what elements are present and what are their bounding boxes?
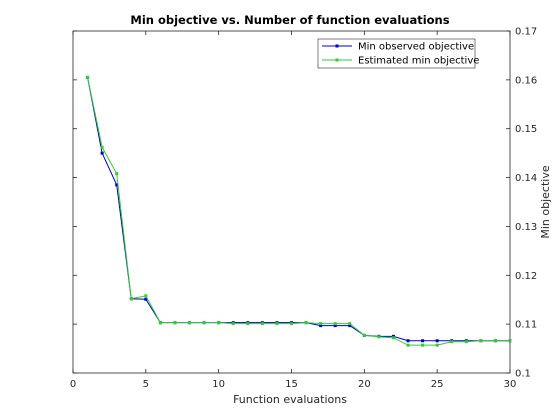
data-point-estimated — [246, 322, 250, 326]
data-point-observed — [421, 339, 425, 343]
y-tick-label: 0.14 — [515, 173, 537, 184]
data-point-estimated — [144, 294, 148, 298]
y-tick-label: 0.12 — [515, 271, 537, 282]
data-point-estimated — [290, 322, 293, 326]
y-tick-label: 0.1 — [515, 369, 531, 380]
axis-ticks: 0 5 10 15 20 25 300.1 0.11 0.12 0.13 0.14 0.15 0.16 0… — [70, 27, 537, 391]
data-point-observed — [406, 339, 410, 343]
x-tick-label: 0 — [70, 379, 76, 390]
data-point-estimated — [333, 322, 337, 326]
data-point-observed — [333, 324, 337, 328]
legend: Min observed objective Estimated min obj… — [317, 38, 479, 69]
data-point-estimated — [406, 343, 410, 347]
data-point-estimated — [231, 322, 235, 326]
data-point-estimated — [217, 321, 221, 325]
data-point-estimated — [275, 322, 279, 326]
plot-area — [72, 30, 511, 374]
data-point-estimated — [319, 322, 323, 326]
y-tick-label: 0.15 — [515, 124, 537, 135]
data-point-estimated — [479, 339, 483, 343]
series-line-estimated — [87, 77, 510, 346]
y-tick-label: 0.17 — [515, 27, 537, 38]
x-tick-label: 20 — [358, 379, 371, 390]
data-point-observed — [100, 151, 104, 155]
data-point-estimated — [391, 336, 395, 340]
data-point-observed — [115, 183, 119, 187]
data-point-estimated — [304, 321, 308, 325]
x-tick-label: 10 — [212, 379, 225, 390]
x-tick-label: 25 — [431, 379, 444, 390]
data-point-estimated — [435, 343, 439, 347]
data-point-estimated — [129, 297, 133, 301]
data-point-observed — [144, 297, 148, 301]
x-tick-label: 15 — [285, 379, 298, 390]
data-point-estimated — [202, 321, 206, 325]
data-point-estimated — [508, 339, 512, 343]
x-tick-label: 30 — [504, 379, 517, 390]
y-tick-label: 0.16 — [515, 75, 537, 86]
x-axis-label: Function evaluations — [233, 393, 347, 406]
data-point-estimated — [86, 75, 90, 79]
data-point-estimated — [362, 333, 366, 337]
data-point-observed — [435, 339, 439, 343]
legend-marker-estimated — [335, 58, 339, 62]
chart-title: Min objective vs. Number of function eva… — [130, 13, 449, 27]
data-point-observed — [319, 324, 323, 328]
data-point-estimated — [173, 321, 177, 325]
y-axis-label: Min objective — [539, 165, 552, 238]
legend-label-estimated: Estimated min objective — [358, 56, 479, 67]
data-point-estimated — [421, 343, 425, 347]
data-point-estimated — [188, 321, 192, 325]
legend-marker-observed — [335, 44, 339, 48]
legend-label-observed: Min observed objective — [358, 42, 474, 53]
data-point-estimated — [158, 321, 162, 325]
y-tick-label: 0.11 — [515, 320, 537, 331]
data-point-estimated — [100, 145, 104, 149]
data-point-estimated — [493, 339, 497, 343]
legend-box — [317, 38, 476, 69]
series-layer — [86, 75, 512, 347]
data-point-estimated — [377, 335, 381, 339]
y-tick-label: 0.13 — [515, 222, 537, 233]
data-point-estimated — [464, 340, 468, 344]
data-point-estimated — [348, 322, 352, 326]
data-point-estimated — [450, 340, 454, 344]
data-point-estimated — [115, 172, 119, 176]
data-point-estimated — [260, 322, 264, 326]
x-tick-label: 5 — [143, 379, 149, 390]
data-point-observed — [348, 324, 352, 328]
